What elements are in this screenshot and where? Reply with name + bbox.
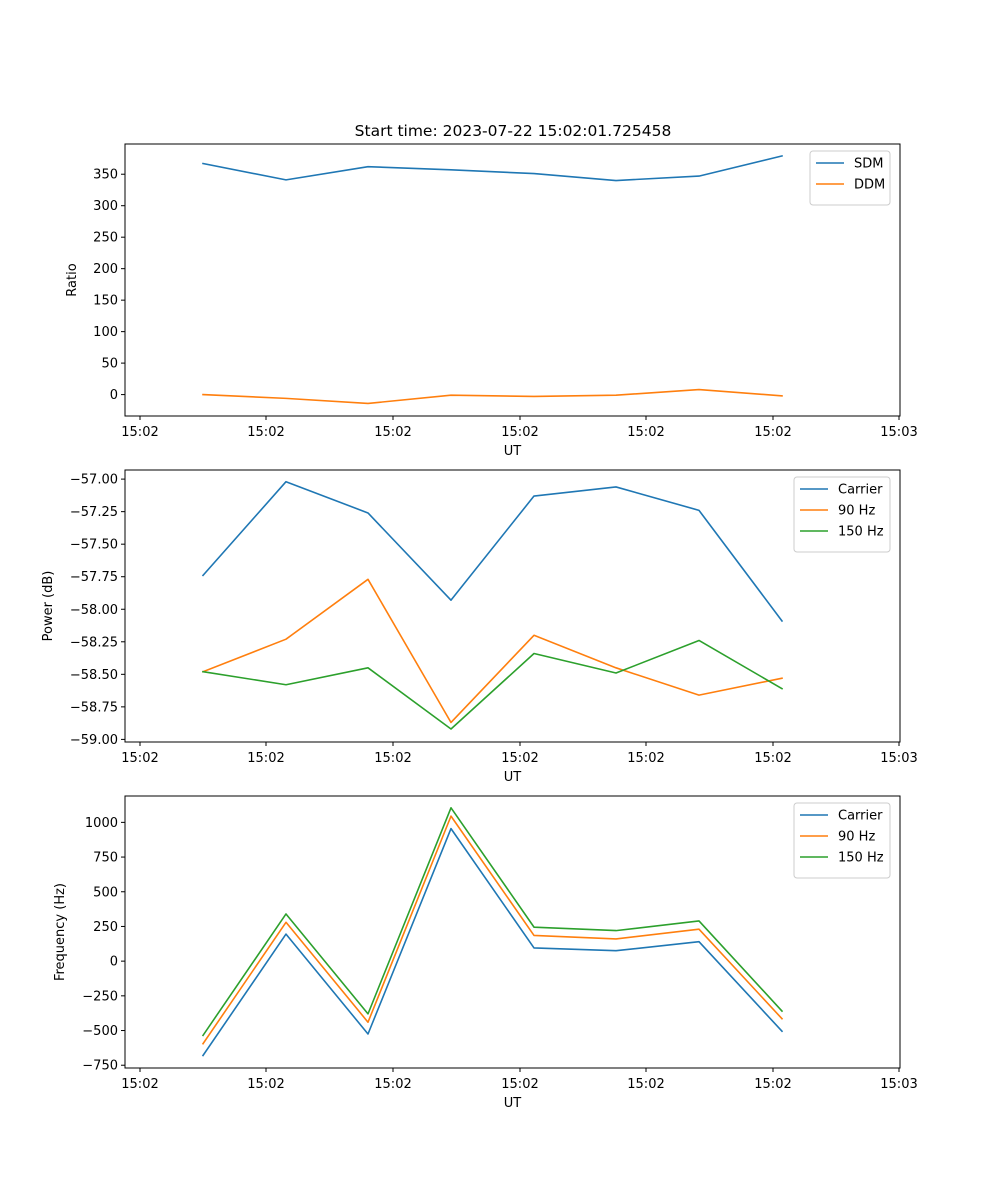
ratio-legend-label: DDM: [854, 178, 885, 193]
power-x-tick-label: 15:02: [501, 751, 538, 766]
power-x-axis-label: UT: [504, 770, 522, 785]
frequency-y-tick-label: 1000: [85, 816, 118, 831]
frequency-x-tick-label: 15:02: [754, 1077, 791, 1092]
ratio-y-axis-label: Ratio: [65, 263, 80, 296]
ratio-panel: 0 50 100 150 200 250 300 350 15:02 15:02 15:02 15:0…: [65, 143, 918, 459]
frequency-legend-label: 150 Hz: [838, 851, 884, 866]
power-axes-frame: [124, 469, 901, 743]
ratio-x-tick-label: 15:02: [627, 425, 664, 440]
frequency-series-carrier: [201, 827, 784, 1057]
power-panel: −57.00 −57.25 −57.50 −57.75 −58.00 −58.25 −58.…: [41, 469, 918, 785]
frequency-legend-box: [793, 802, 891, 879]
power-y-axis-label: Power (dB): [41, 571, 56, 642]
power-legend-box: [793, 476, 891, 553]
power-y-tick-label: −57.50: [70, 538, 118, 553]
power-x-tick-label: 15:02: [247, 751, 284, 766]
power-legend-label: Carrier: [838, 483, 883, 498]
frequency-series-90-hz: [201, 815, 784, 1045]
ratio-legend: SDM DDM: [809, 150, 891, 206]
frequency-y-axis-label: Frequency (Hz): [53, 883, 68, 981]
power-y-tick-label: −59.00: [70, 733, 118, 748]
frequency-y-tick-label: 750: [93, 851, 118, 866]
ratio-legend-label: SDM: [854, 157, 883, 172]
power-series-150-hz: [202, 639, 784, 730]
frequency-y-tick-label: 0: [110, 955, 118, 970]
power-legend-label: 150 Hz: [838, 525, 884, 540]
frequency-y-tick-label: −750: [82, 1059, 118, 1074]
frequency-legend-label: 90 Hz: [838, 830, 875, 845]
power-y-tick-label: −58.50: [70, 668, 118, 683]
power-x-tick-label: 15:02: [627, 751, 664, 766]
chart-title: Start time: 2023-07-22 15:02:01.725458: [355, 122, 672, 140]
ratio-x-tick-label: 15:03: [880, 425, 917, 440]
frequency-series-150-hz: [201, 806, 784, 1037]
frequency-y-tick-label: 250: [93, 920, 118, 935]
frequency-x-tick-label: 15:02: [627, 1077, 664, 1092]
ratio-legend-box: [809, 150, 891, 206]
power-x-tick-label: 15:02: [121, 751, 158, 766]
power-y-tick-label: −58.25: [70, 635, 118, 650]
ratio-axes-frame: [124, 143, 901, 417]
power-x-tick-label: 15:02: [754, 751, 791, 766]
ratio-series-sdm: [202, 154, 783, 182]
ratio-series-ddm: [202, 388, 783, 405]
ratio-y-tick-label: 0: [110, 388, 118, 403]
frequency-legend: Carrier 90 Hz 150 Hz: [793, 802, 891, 879]
ratio-x-tick-label: 15:02: [121, 425, 158, 440]
ratio-y-tick-label: 100: [93, 325, 118, 340]
frequency-x-axis-label: UT: [504, 1096, 522, 1111]
power-y-tick-label: −58.00: [70, 603, 118, 618]
power-y-tick-label: −57.75: [70, 570, 118, 585]
ratio-y-tick-label: 200: [93, 262, 118, 277]
power-legend-label: 90 Hz: [838, 504, 875, 519]
ratio-y-tick-label: 250: [93, 231, 118, 246]
frequency-x-tick-label: 15:03: [880, 1077, 917, 1092]
frequency-x-tick-label: 15:02: [121, 1077, 158, 1092]
frequency-panel: −750 −500 −250 0 250 500 750 1000 15:02 15:02 15:0…: [53, 795, 918, 1111]
frequency-x-tick-label: 15:02: [374, 1077, 411, 1092]
ratio-x-tick-label: 15:02: [374, 425, 411, 440]
frequency-legend-label: Carrier: [838, 809, 883, 824]
ratio-y-tick-label: 150: [93, 294, 118, 309]
power-series-carrier: [201, 480, 784, 623]
power-x-tick-label: 15:02: [374, 751, 411, 766]
power-y-tick-label: −57.00: [70, 473, 118, 488]
ratio-y-tick-label: 50: [101, 357, 118, 372]
power-legend: Carrier 90 Hz 150 Hz: [793, 476, 891, 553]
ratio-x-tick-label: 15:02: [501, 425, 538, 440]
frequency-axes-frame: [124, 795, 901, 1069]
frequency-x-tick-label: 15:02: [247, 1077, 284, 1092]
ratio-x-axis-label: UT: [504, 444, 522, 459]
ratio-y-tick-label: 300: [93, 199, 118, 214]
frequency-y-tick-label: 500: [93, 885, 118, 900]
ratio-x-tick-label: 15:02: [247, 425, 284, 440]
power-x-tick-label: 15:03: [880, 751, 917, 766]
power-y-tick-label: −57.25: [70, 505, 118, 520]
frequency-y-tick-label: −250: [82, 989, 118, 1004]
ratio-x-tick-label: 15:02: [754, 425, 791, 440]
ratio-y-tick-label: 350: [93, 168, 118, 183]
power-series-90-hz: [201, 578, 783, 724]
frequency-x-tick-label: 15:02: [501, 1077, 538, 1092]
frequency-y-tick-label: −500: [82, 1024, 118, 1039]
power-y-tick-label: −58.75: [70, 700, 118, 715]
